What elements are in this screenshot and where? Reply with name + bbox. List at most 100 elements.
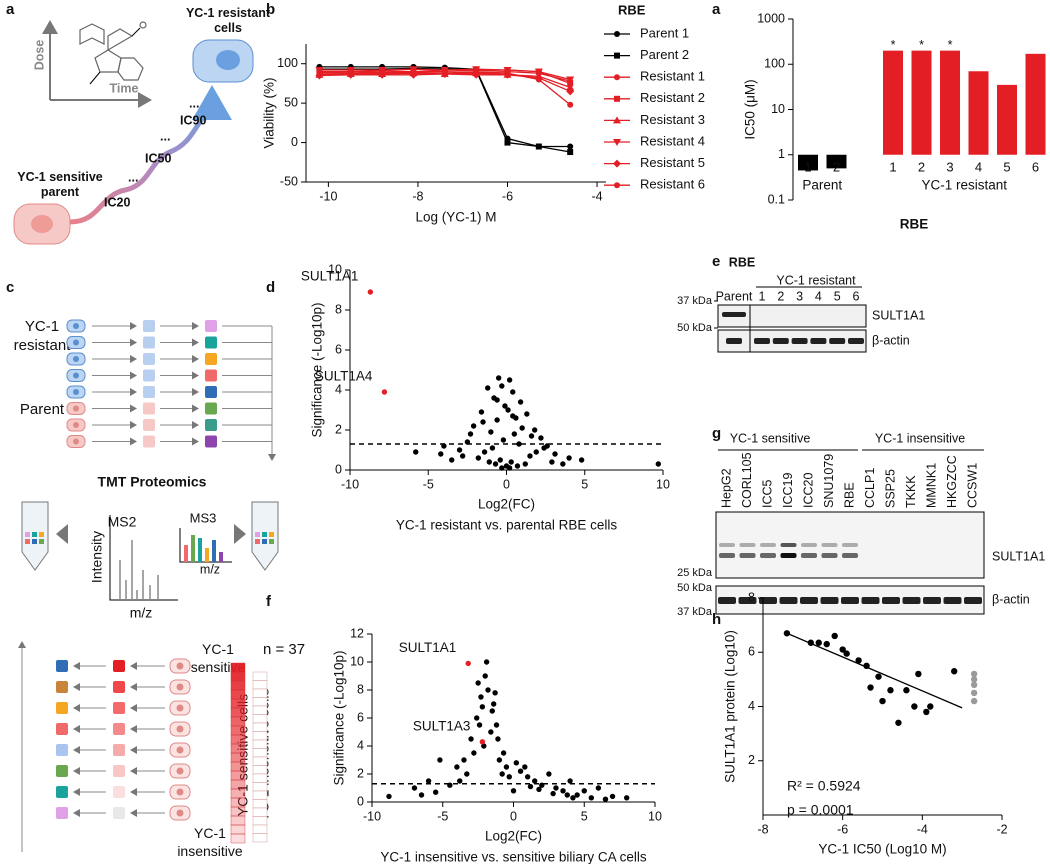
- y-tick-label: 6: [748, 645, 755, 659]
- point: [839, 646, 846, 653]
- point: [461, 757, 467, 763]
- point: [425, 778, 432, 784]
- axis-label: Time: [110, 81, 139, 95]
- heat-cell: [252, 748, 268, 758]
- x-tick-label: 6: [1032, 159, 1039, 174]
- tube-dot: [255, 532, 260, 537]
- y-tick-label: 0.1: [768, 192, 785, 206]
- point: [541, 445, 547, 451]
- marker: [614, 31, 620, 37]
- point: [578, 457, 585, 463]
- group-label: YC-1 resistant: [921, 178, 1007, 193]
- heat-cell: [230, 689, 246, 700]
- marker: [473, 69, 480, 76]
- tmt-tag: [56, 765, 68, 777]
- heat-cell: [252, 705, 268, 715]
- tube-dot: [269, 539, 274, 544]
- point: [546, 771, 552, 777]
- marker: [535, 143, 542, 150]
- label-line: YC-1 sensitive: [17, 170, 103, 184]
- marker: [504, 139, 511, 146]
- point: [511, 431, 518, 437]
- tmt-tag: [56, 723, 68, 735]
- point: [386, 793, 392, 800]
- point: [532, 778, 538, 784]
- point: [478, 409, 485, 415]
- lane-label: RBE: [842, 482, 856, 508]
- band: [923, 597, 941, 604]
- sample: [143, 336, 155, 349]
- point: [465, 660, 471, 667]
- point: [500, 437, 507, 443]
- y-tick-label: 0: [357, 794, 364, 808]
- band: [726, 338, 742, 344]
- label-line: YC-1: [202, 641, 234, 657]
- heat-cell: [230, 734, 246, 745]
- marker: [567, 101, 574, 108]
- tmt-tag: [56, 807, 68, 819]
- point: [522, 461, 528, 467]
- band: [943, 597, 962, 604]
- heat-cell: [230, 779, 246, 790]
- protein-label: SULT1A1: [992, 549, 1045, 563]
- heat-cell: [252, 671, 268, 681]
- lane-label: MMNK1: [924, 463, 938, 508]
- point: [875, 673, 882, 680]
- lane-label: ICC19: [781, 473, 795, 508]
- point: [581, 788, 587, 794]
- point: [510, 389, 516, 395]
- point: [468, 736, 474, 742]
- nucleus: [73, 339, 79, 346]
- nucleus: [73, 356, 79, 362]
- band: [718, 597, 736, 604]
- point: [482, 673, 488, 679]
- panel-g: YC-1 sensitive YC-1 insensitive 25 kDa 5…: [677, 431, 1045, 618]
- point: [602, 796, 609, 802]
- point: [494, 397, 500, 403]
- point: [367, 289, 374, 295]
- marker: [566, 87, 575, 96]
- heat-cell: [230, 752, 246, 763]
- mw-label: 50 kDa: [677, 322, 713, 334]
- mw-label: 50 kDa: [677, 582, 713, 594]
- y-tick-label: 8: [357, 682, 364, 696]
- point: [927, 703, 934, 710]
- point: [550, 790, 556, 797]
- sample: [113, 681, 125, 693]
- legend-label: Resistant 3: [640, 112, 705, 127]
- sample: [113, 723, 125, 735]
- band: [780, 543, 797, 547]
- nucleus: [176, 809, 184, 817]
- heat-cell: [230, 806, 246, 817]
- x-tick-label: -6: [837, 822, 848, 836]
- point: [506, 377, 513, 383]
- point-label: SULT1A1: [399, 640, 457, 655]
- lane-group: YC-1 sensitive: [730, 431, 811, 445]
- x-tick-label: -10: [363, 809, 381, 823]
- y-tick-label: 4: [748, 699, 755, 713]
- fit-line: [786, 632, 963, 709]
- point: [566, 455, 572, 461]
- heat-cell: [230, 671, 246, 682]
- mw-label: 25 kDa: [677, 567, 713, 579]
- bar: [826, 154, 847, 169]
- panel-label: b: [266, 1, 275, 18]
- sample: [143, 369, 155, 382]
- lane-label: SNU1079: [822, 454, 836, 508]
- tube-dot: [32, 532, 37, 537]
- y-tick-label: 4: [335, 382, 342, 396]
- x-tick-label: -5: [437, 809, 448, 823]
- lane-label: 3: [796, 289, 803, 303]
- point: [552, 451, 558, 457]
- label: Intensity: [89, 531, 105, 583]
- heat-cell: [252, 739, 268, 749]
- point: [831, 632, 838, 640]
- sample: [143, 402, 155, 415]
- blot-title: RBE: [729, 255, 755, 269]
- x-tick-label: 10: [656, 477, 670, 491]
- tube-dot: [269, 532, 274, 537]
- heat-cell: [252, 824, 268, 834]
- point: [492, 690, 498, 696]
- tmt-tag: [56, 702, 68, 714]
- label: YC-1 insensitive: [177, 825, 243, 859]
